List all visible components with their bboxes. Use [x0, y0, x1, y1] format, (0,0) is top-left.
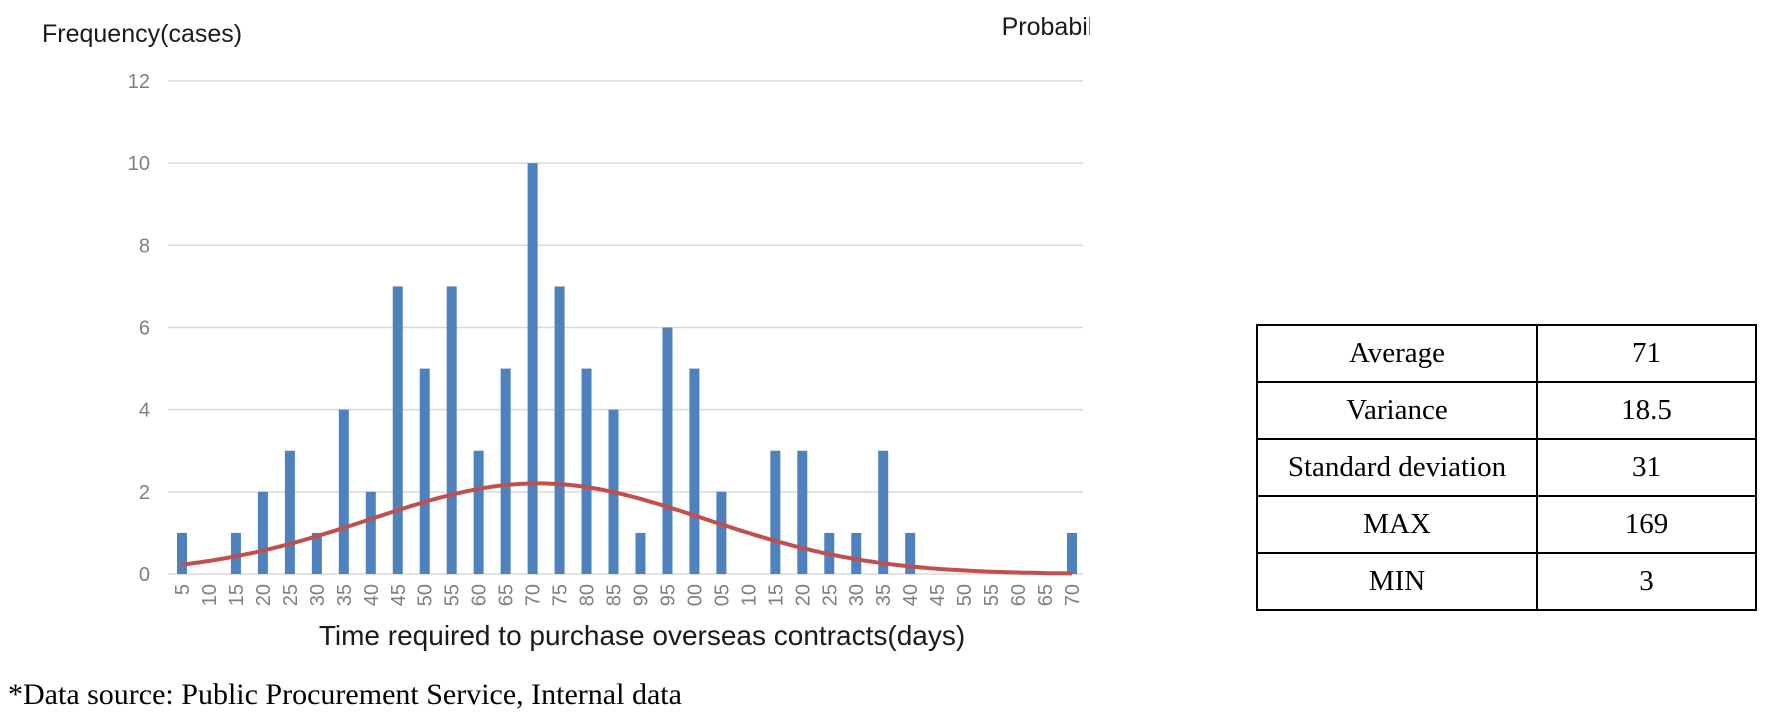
x-tick-label: 60 [1008, 584, 1030, 606]
bar [500, 368, 511, 574]
x-tick-label: 15 [226, 584, 248, 606]
bar [338, 409, 349, 574]
x-tick-label: 10 [199, 584, 221, 606]
bar [1067, 532, 1077, 574]
stats-label: Variance [1256, 381, 1538, 440]
bar [392, 286, 403, 574]
bar [581, 368, 592, 574]
bar [554, 286, 565, 574]
bar [177, 532, 187, 574]
bar [851, 532, 862, 574]
bar [527, 163, 538, 574]
x-tick-label: 45 [927, 584, 949, 606]
y-tick-label: 6 [139, 318, 150, 340]
x-axis-ticks: 5 10 15 20 25 30 35 40 45 50 55 60 65 70 75 80 85 90 95 00 0… [172, 584, 1084, 606]
left-axis-ticks: 0 2 4 6 8 10 12 [128, 71, 150, 586]
x-tick-label: 95 [657, 584, 679, 606]
stats-row: MIN 3 [1256, 552, 1757, 611]
x-tick-label: 35 [334, 584, 356, 606]
x-tick-label: 35 [873, 584, 895, 606]
stats-row: Standard deviation 31 [1256, 438, 1757, 497]
y-tick-label: 10 [128, 153, 150, 175]
stats-value: 18.5 [1536, 381, 1757, 440]
bar [770, 450, 781, 574]
stats-row: MAX 169 [1256, 495, 1757, 554]
y-tick-label: 2 [139, 482, 150, 504]
stats-row: Average 71 [1256, 324, 1757, 383]
stats-value: 169 [1536, 495, 1757, 554]
x-tick-label: 25 [280, 584, 302, 606]
x-tick-label: 65 [1035, 584, 1057, 606]
x-axis-title: Time required to purchase overseas contr… [319, 620, 965, 651]
y-tick-label: 8 [139, 235, 150, 257]
x-tick-label: 50 [954, 584, 976, 606]
bar [473, 450, 484, 574]
x-tick-label: 45 [388, 584, 410, 606]
y-tick-label: 4 [139, 400, 150, 422]
y-tick-label: 12 [128, 71, 150, 93]
x-tick-label: 65 [496, 584, 518, 606]
x-tick-label: 20 [792, 584, 814, 606]
stats-value: 31 [1536, 438, 1757, 497]
x-tick-label: 30 [307, 584, 329, 606]
bar [635, 532, 646, 574]
data-source-footnote: *Data source: Public Procurement Service… [8, 678, 682, 711]
x-tick-label: 50 [415, 584, 437, 606]
x-tick-label: 00 [684, 584, 706, 606]
x-tick-label: 55 [442, 584, 464, 606]
grid-lines [168, 80, 1083, 575]
stats-label: Average [1256, 324, 1538, 383]
bar [284, 450, 295, 574]
stats-label: MIN [1256, 552, 1538, 611]
bar [446, 286, 457, 574]
x-tick-label: 90 [630, 584, 652, 606]
x-tick-label: 85 [604, 584, 626, 606]
left-axis-title: Frequency(cases) [42, 20, 242, 48]
x-tick-label: 40 [900, 584, 922, 606]
stats-value: 71 [1536, 324, 1757, 383]
bar [716, 491, 727, 574]
bar [662, 327, 673, 574]
x-tick-label: 05 [711, 584, 733, 606]
x-tick-label: 55 [981, 584, 1003, 606]
bar [365, 491, 376, 574]
bar [797, 450, 808, 574]
normal-distribution-curve [181, 481, 1072, 576]
bar [878, 450, 889, 574]
bar [905, 532, 916, 574]
x-tick-label: 20 [253, 584, 275, 606]
stats-label: Standard deviation [1256, 438, 1538, 497]
bar [689, 368, 700, 574]
x-tick-label: 70 [1062, 584, 1084, 606]
statistics-table: Average 71 Variance 18.5 Standard deviation 3… [1256, 324, 1757, 611]
bars [177, 163, 1077, 574]
x-tick-label: 25 [819, 584, 841, 606]
stats-value: 3 [1536, 552, 1757, 611]
x-tick-label: 5 [172, 584, 194, 595]
bar [419, 368, 430, 574]
bar [230, 532, 241, 574]
x-tick-label: 30 [846, 584, 868, 606]
x-tick-label: 70 [523, 584, 545, 606]
stats-row: Variance 18.5 [1256, 381, 1757, 440]
x-tick-label: 75 [550, 584, 572, 606]
bar [311, 532, 322, 574]
x-tick-label: 10 [738, 584, 760, 606]
x-tick-label: 80 [577, 584, 599, 606]
x-tick-label: 15 [765, 584, 787, 606]
y-tick-label: 0 [139, 564, 150, 586]
x-tick-label: 40 [361, 584, 383, 606]
bar [257, 491, 268, 574]
stats-label: MAX [1256, 495, 1538, 554]
x-tick-label: 60 [469, 584, 491, 606]
right-axis-title: Probability [1002, 13, 1090, 41]
